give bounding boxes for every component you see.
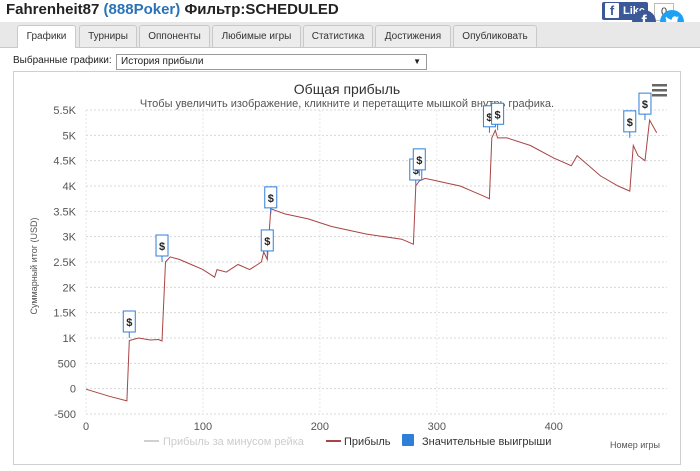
big-win-flag[interactable]: $ [412, 148, 426, 176]
y-tick-label: 4.5K [53, 156, 76, 168]
title-bar: Fahrenheit87 (888Poker) Фильтр:SCHEDULED… [0, 0, 700, 34]
big-win-markers: $$ $$$$$ $$$ [122, 92, 652, 338]
legend-label-profit: Прибыль [344, 436, 391, 448]
x-tick-label: 200 [311, 421, 329, 433]
y-tick-label: 4K [63, 181, 77, 193]
site-link[interactable]: (888Poker) [103, 1, 181, 18]
x-tick-label: 400 [545, 421, 563, 433]
chart-title: Общая прибыль [294, 81, 400, 97]
filter-name: Фильтр:SCHEDULED [184, 1, 339, 18]
player-name: Fahrenheit87 [6, 1, 100, 18]
legend-item-rake[interactable]: Прибыль за минусом рейка [144, 436, 305, 448]
chart-select[interactable]: История прибыли ▼ [116, 54, 427, 70]
legend-label-rake: Прибыль за минусом рейка [163, 436, 305, 448]
facebook-like-icon: f [605, 3, 619, 18]
y-axis-ticks: -500 0 500 1K 1.5K 2K 2.5K 3K 3.5K 4K 4.5K 5K 5.5K [53, 105, 76, 421]
tab-charts[interactable]: Графики [17, 25, 76, 48]
tab-bar: Графики Турниры Оппоненты Любимые игры С… [0, 22, 700, 48]
y-tick-label: 2.5K [53, 257, 76, 269]
x-axis-ticks: 0 100 200 300 400 [83, 421, 563, 433]
legend-item-big-wins[interactable]: Значительные выигрыши [402, 434, 551, 448]
y-tick-label: 2K [63, 282, 77, 294]
legend-label-big-wins: Значительные выигрыши [422, 436, 551, 448]
page-title: Fahrenheit87 (888Poker) Фильтр:SCHEDULED [6, 1, 339, 18]
chart-select-label: Выбранные графики: [13, 55, 112, 66]
big-win-label: $ [642, 99, 648, 111]
tab-tournaments[interactable]: Турниры [79, 25, 137, 47]
big-win-label: $ [159, 241, 165, 253]
tab-publish[interactable]: Опубликовать [453, 25, 537, 47]
big-win-flag[interactable]: $ [122, 310, 136, 338]
profit-chart[interactable]: Общая прибыль Чтобы увеличить изображени… [14, 72, 680, 464]
y-tick-label: 1K [63, 333, 77, 345]
big-win-flag[interactable]: $ [623, 110, 637, 138]
x-axis-label: Номер игры [610, 440, 660, 450]
big-win-flag[interactable]: $ [155, 234, 169, 262]
y-axis-label: Суммарный итог (USD) [29, 217, 39, 314]
big-win-label: $ [416, 155, 422, 167]
big-win-label: $ [413, 165, 419, 177]
big-win-label: $ [495, 109, 501, 121]
y-tick-label: 1.5K [53, 308, 76, 320]
hamburger-menu-icon[interactable] [652, 84, 667, 97]
big-win-label: $ [486, 112, 492, 124]
tab-opponents[interactable]: Оппоненты [139, 25, 210, 47]
big-win-flag[interactable]: $ [491, 102, 505, 131]
tab-achievements[interactable]: Достижения [375, 25, 451, 47]
chevron-down-icon: ▼ [413, 57, 421, 66]
profit-line [85, 118, 658, 402]
legend: Прибыль за минусом рейка Прибыль Значите… [144, 434, 551, 448]
y-tick-label: 500 [58, 358, 76, 370]
x-tick-label: 0 [83, 421, 89, 433]
grid-lines [85, 109, 667, 415]
y-tick-label: 3K [63, 232, 77, 244]
chart-select-value: История прибыли [121, 56, 204, 67]
y-tick-label: 5.5K [53, 105, 76, 117]
y-tick-label: 5K [63, 130, 77, 142]
y-tick-label: -500 [54, 409, 76, 421]
legend-item-profit[interactable]: Прибыль [326, 436, 391, 448]
y-tick-label: 0 [70, 384, 76, 396]
tab-favorite-games[interactable]: Любимые игры [212, 25, 301, 47]
x-tick-label: 300 [428, 421, 446, 433]
big-win-label: $ [268, 193, 274, 205]
big-win-label: $ [627, 117, 633, 129]
big-win-label: $ [264, 236, 270, 248]
big-win-flag[interactable]: $ [264, 186, 278, 214]
big-win-label: $ [126, 317, 132, 329]
chart-container[interactable]: Общая прибыль Чтобы увеличить изображени… [13, 71, 681, 465]
chart-subtitle: Чтобы увеличить изображение, кликните и … [140, 98, 554, 110]
x-tick-label: 100 [194, 421, 212, 433]
big-win-flag[interactable]: $ [638, 92, 652, 121]
y-tick-label: 3.5K [53, 206, 76, 218]
big-win-flag[interactable]: $ [260, 229, 274, 257]
tab-statistics[interactable]: Статистика [303, 25, 373, 47]
